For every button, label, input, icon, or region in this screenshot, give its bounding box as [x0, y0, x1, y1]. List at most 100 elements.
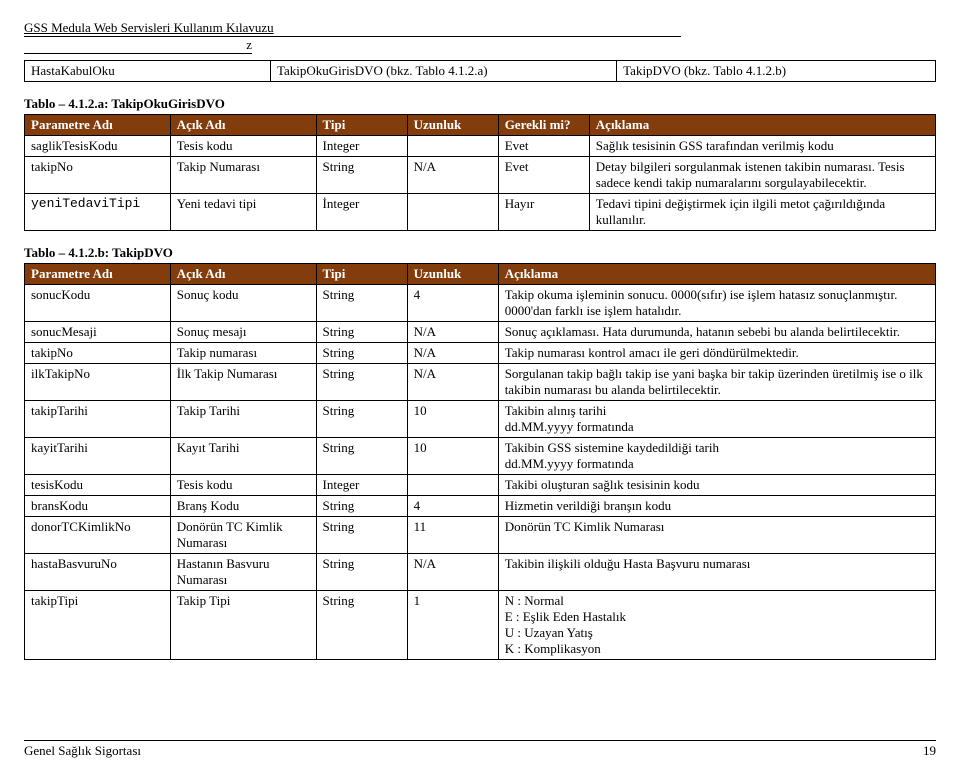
- th-b-2: Açık Adı: [170, 264, 316, 285]
- table-b: Parametre Adı Açık Adı Tipi Uzunluk Açık…: [24, 263, 936, 660]
- cell: 4: [407, 285, 498, 322]
- cell: Tedavi tipini değiştirmek için ilgili me…: [589, 194, 935, 231]
- cell: [407, 136, 498, 157]
- cell: bransKodu: [25, 496, 171, 517]
- th-a-3: Tipi: [316, 115, 407, 136]
- table-row: sonucMesaji Sonuç mesajı String N/A Sonu…: [25, 322, 936, 343]
- cell: İnteger: [316, 194, 407, 231]
- cell: String: [316, 364, 407, 401]
- cell: String: [316, 322, 407, 343]
- cell: 4: [407, 496, 498, 517]
- table-b-body: sonucKodu Sonuç kodu String 4 Takip okum…: [25, 285, 936, 660]
- cell: Hizmetin verildiği branşın kodu: [498, 496, 935, 517]
- cell: String: [316, 591, 407, 660]
- table-row: yeniTedaviTipi Yeni tedavi tipi İnteger …: [25, 194, 936, 231]
- page-header-z: z: [24, 37, 252, 54]
- cell: Hayır: [498, 194, 589, 231]
- th-a-2: Açık Adı: [170, 115, 316, 136]
- cell: N/A: [407, 343, 498, 364]
- footer-page-number: 19: [923, 743, 936, 759]
- cell: Integer: [316, 475, 407, 496]
- table-b-caption: Tablo – 4.1.2.b: TakipDVO: [24, 245, 936, 261]
- cell: tesisKodu: [25, 475, 171, 496]
- cell: 10: [407, 401, 498, 438]
- cell: String: [316, 285, 407, 322]
- cell: String: [316, 343, 407, 364]
- cell: ilkTakipNo: [25, 364, 171, 401]
- cell: Takip numarası kontrol amacı ile geri dö…: [498, 343, 935, 364]
- cell: Donörün TC Kimlik Numarası: [498, 517, 935, 554]
- cell: Sağlık tesisinin GSS tarafından verilmiş…: [589, 136, 935, 157]
- cell: Sonuç mesajı: [170, 322, 316, 343]
- cell: Kayıt Tarihi: [170, 438, 316, 475]
- cell: hastaBasvuruNo: [25, 554, 171, 591]
- cell: donorTCKimlikNo: [25, 517, 171, 554]
- cell: String: [316, 401, 407, 438]
- th-a-4: Uzunluk: [407, 115, 498, 136]
- table-a-body: saglikTesisKodu Tesis kodu Integer Evet …: [25, 136, 936, 231]
- table-row: takipNo Takip numarası String N/A Takip …: [25, 343, 936, 364]
- cell: String: [316, 438, 407, 475]
- cell: [407, 194, 498, 231]
- cell: Branş Kodu: [170, 496, 316, 517]
- top-row-table: HastaKabulOku TakipOkuGirisDVO (bkz. Tab…: [24, 60, 936, 82]
- toprow-c2: TakipOkuGirisDVO (bkz. Tablo 4.1.2.a): [270, 61, 616, 82]
- toprow-c1: HastaKabulOku: [25, 61, 271, 82]
- cell: String: [316, 157, 407, 194]
- cell: saglikTesisKodu: [25, 136, 171, 157]
- cell: 11: [407, 517, 498, 554]
- cell: Sorgulanan takip bağlı takip ise yani ba…: [498, 364, 935, 401]
- cell: String: [316, 554, 407, 591]
- cell: Takibi oluşturan sağlık tesisinin kodu: [498, 475, 935, 496]
- table-row: takipNo Takip Numarası String N/A Evet D…: [25, 157, 936, 194]
- cell: İlk Takip Numarası: [170, 364, 316, 401]
- th-a-6: Açıklama: [589, 115, 935, 136]
- cell: Sonuç açıklaması. Hata durumunda, hatanı…: [498, 322, 935, 343]
- cell: kayitTarihi: [25, 438, 171, 475]
- table-row: takipTipi Takip Tipi String 1 N : Normal…: [25, 591, 936, 660]
- cell: Takip okuma işleminin sonucu. 0000(sıfır…: [498, 285, 935, 322]
- cell: takipTarihi: [25, 401, 171, 438]
- cell: Takibin alınış tarihi dd.MM.yyyy formatı…: [498, 401, 935, 438]
- cell: String: [316, 496, 407, 517]
- cell: Donörün TC Kimlik Numarası: [170, 517, 316, 554]
- table-row: bransKodu Branş Kodu String 4 Hizmetin v…: [25, 496, 936, 517]
- cell: N : Normal E : Eşlik Eden Hastalık U : U…: [498, 591, 935, 660]
- cell: Takibin GSS sistemine kaydedildiği tarih…: [498, 438, 935, 475]
- cell: sonucKodu: [25, 285, 171, 322]
- table-row: saglikTesisKodu Tesis kodu Integer Evet …: [25, 136, 936, 157]
- cell: Evet: [498, 157, 589, 194]
- table-row: takipTarihi Takip Tarihi String 10 Takib…: [25, 401, 936, 438]
- table-a-caption: Tablo – 4.1.2.a: TakipOkuGirisDVO: [24, 96, 936, 112]
- cell: 1: [407, 591, 498, 660]
- cell: Evet: [498, 136, 589, 157]
- cell: takipNo: [25, 343, 171, 364]
- page-header: GSS Medula Web Servisleri Kullanım Kılav…: [24, 20, 681, 37]
- th-b-1: Parametre Adı: [25, 264, 171, 285]
- cell: Takip Tarihi: [170, 401, 316, 438]
- table-a: Parametre Adı Açık Adı Tipi Uzunluk Gere…: [24, 114, 936, 231]
- footer-left: Genel Sağlık Sigortası: [24, 743, 141, 759]
- th-a-1: Parametre Adı: [25, 115, 171, 136]
- cell: String: [316, 517, 407, 554]
- cell: N/A: [407, 364, 498, 401]
- table-row: sonucKodu Sonuç kodu String 4 Takip okum…: [25, 285, 936, 322]
- table-row: kayitTarihi Kayıt Tarihi String 10 Takib…: [25, 438, 936, 475]
- th-b-3: Tipi: [316, 264, 407, 285]
- cell: N/A: [407, 554, 498, 591]
- cell: takipNo: [25, 157, 171, 194]
- toprow-c3: TakipDVO (bkz. Tablo 4.1.2.b): [617, 61, 936, 82]
- cell: Takip Numarası: [170, 157, 316, 194]
- cell: sonucMesaji: [25, 322, 171, 343]
- th-b-4: Uzunluk: [407, 264, 498, 285]
- cell: Integer: [316, 136, 407, 157]
- doc-title: GSS Medula Web Servisleri Kullanım Kılav…: [24, 20, 274, 36]
- table-row: ilkTakipNo İlk Takip Numarası String N/A…: [25, 364, 936, 401]
- cell: [407, 475, 498, 496]
- cell: N/A: [407, 157, 498, 194]
- cell: Detay bilgileri sorgulanmak istenen taki…: [589, 157, 935, 194]
- cell: Tesis kodu: [170, 136, 316, 157]
- cell: 10: [407, 438, 498, 475]
- th-b-5: Açıklama: [498, 264, 935, 285]
- table-row: tesisKodu Tesis kodu Integer Takibi oluş…: [25, 475, 936, 496]
